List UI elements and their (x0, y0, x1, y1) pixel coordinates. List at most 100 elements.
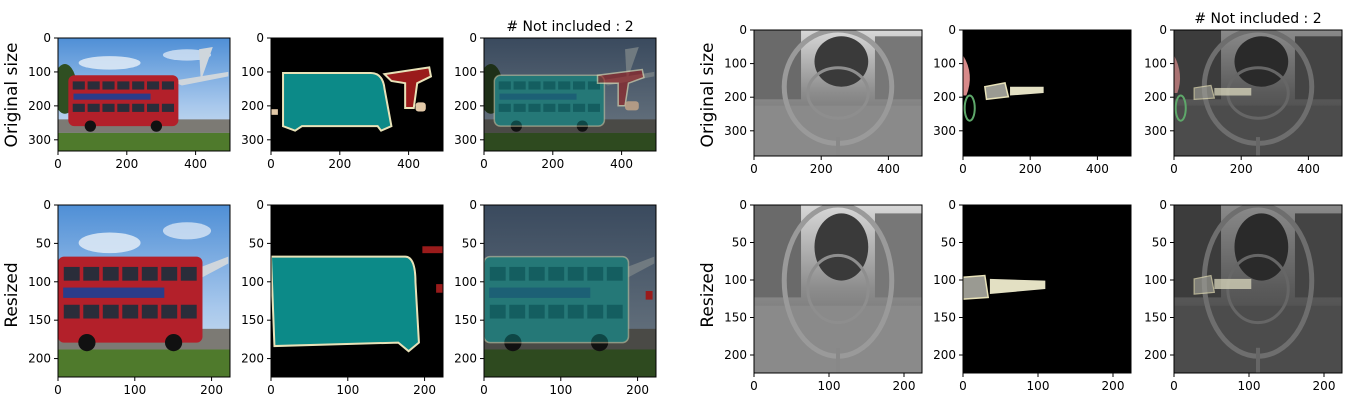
bus-window (63, 304, 80, 319)
panel-bus-orig-mask: 0 200 400 0 100 200 300 (241, 31, 444, 171)
x-tick-label: 0 (1170, 162, 1178, 176)
panel-street-orig-image: 0 200 400 0 100 200 300 (724, 23, 923, 176)
y-tick-label: 200 (241, 352, 264, 366)
axis-frame (753, 204, 923, 374)
axis-frame (962, 204, 1132, 374)
car-segment (1010, 86, 1044, 96)
x-tick-label: 100 (1238, 379, 1261, 393)
cloud (78, 56, 141, 70)
y-tick-label: 100 (454, 275, 477, 289)
panel-street-orig-overlay: 0 200 400 0 100 200 300 # Not included : 2 (1144, 11, 1343, 176)
building (1294, 213, 1342, 298)
bus-window (161, 103, 174, 112)
bus-banner (489, 287, 591, 298)
bus-window (147, 103, 160, 112)
y-tick-label: 50 (941, 236, 956, 250)
panel-content (754, 205, 922, 373)
y-tick-label: 100 (28, 275, 51, 289)
x-tick-label: 200 (1230, 162, 1253, 176)
panel-bus-resized-image: 0 100 200 0 50 100 150 200 (28, 198, 231, 397)
panel-title: # Not included : 2 (1194, 11, 1321, 27)
bus-window (87, 103, 100, 112)
bus-window (102, 304, 119, 319)
bus-window (548, 304, 565, 319)
axis-frame (57, 37, 231, 152)
y-tick-label: 100 (1144, 57, 1167, 71)
ring-inner (806, 66, 870, 120)
x-tick-label: 100 (818, 379, 841, 393)
overlay-bicycle-mask (1174, 94, 1187, 122)
panel-content (484, 205, 656, 377)
x-tick-label: 0 (1170, 379, 1178, 393)
x-tick-label: 200 (810, 162, 833, 176)
y-tick-label: 300 (28, 133, 51, 147)
bicycle-segment (963, 94, 976, 122)
grass (58, 349, 230, 377)
car-segment (989, 278, 1046, 295)
bus-wheel (164, 334, 183, 352)
y-tick-label: 150 (933, 311, 956, 325)
axis-frame (1173, 204, 1343, 374)
y-tick-label: 200 (724, 90, 747, 104)
bus-window (87, 81, 100, 90)
x-tick-label: 100 (336, 383, 359, 397)
y-tick-label: 0 (948, 23, 956, 37)
y-tick-label: 200 (724, 348, 747, 362)
bus-window (83, 304, 100, 319)
bus-window (102, 266, 119, 281)
ring-post (1256, 137, 1260, 156)
x-tick-label: 400 (184, 157, 207, 171)
bus-window (528, 81, 541, 90)
bus-window (180, 266, 197, 281)
panel-content (963, 30, 1131, 156)
bus-banner (73, 93, 151, 100)
y-tick-label: 300 (724, 124, 747, 138)
y-tick-label: 0 (469, 31, 477, 45)
x-tick-label: 0 (750, 162, 758, 176)
bus-window (587, 81, 600, 90)
axis-frame (57, 204, 231, 378)
plane (171, 71, 229, 86)
bus-window (606, 304, 623, 319)
y-tick-label: 100 (454, 65, 477, 79)
bus-window (489, 304, 506, 319)
y-tick-label: 0 (43, 31, 51, 45)
y-tick-label: 100 (241, 65, 264, 79)
bus-window (498, 103, 511, 112)
row-label-resized: Resized (2, 262, 22, 327)
bus-window (122, 266, 139, 281)
bus-window (132, 81, 145, 90)
axis-frame (753, 29, 923, 157)
x-tick-label: 0 (959, 379, 967, 393)
grass (484, 132, 656, 151)
y-tick-label: 50 (1152, 236, 1167, 250)
ring-post (836, 347, 840, 373)
x-tick-label: 0 (54, 383, 62, 397)
panel-content (484, 38, 656, 151)
bus-window (573, 103, 586, 112)
bus-banner (63, 287, 165, 298)
y-tick-label: 0 (469, 198, 477, 212)
bus-window (161, 304, 178, 319)
axis-frame (1173, 29, 1343, 157)
y-tick-label: 100 (933, 57, 956, 71)
x-tick-label: 0 (267, 157, 275, 171)
overlay-plane-mask (645, 291, 653, 300)
panel-bus-resized-overlay: 0 100 200 0 50 100 150 200 (454, 198, 657, 397)
y-tick-label: 100 (1144, 273, 1167, 287)
y-tick-label: 0 (739, 23, 747, 37)
plane-segment (382, 66, 433, 110)
bus-window (513, 103, 526, 112)
bus-window (102, 103, 115, 112)
bus-window (83, 266, 100, 281)
y-tick-label: 200 (28, 99, 51, 113)
panel-bus-orig-overlay: 0 200 400 0 100 200 300 # Not included : 2 (454, 19, 657, 171)
bus-segment (282, 72, 393, 132)
y-tick-label: 100 (28, 65, 51, 79)
x-tick-label: 200 (115, 157, 138, 171)
car-segment (984, 82, 1010, 101)
panel-content (58, 205, 230, 377)
bus-window (122, 304, 139, 319)
x-tick-label: 0 (480, 383, 488, 397)
bus-window (567, 304, 584, 319)
